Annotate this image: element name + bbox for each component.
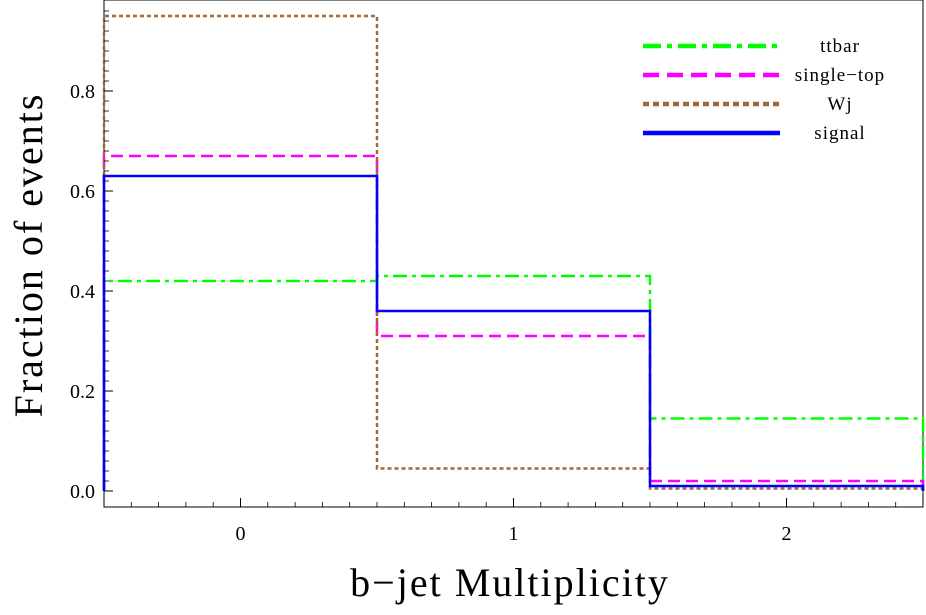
x-tick-label: 0	[236, 523, 246, 545]
x-axis-title: b−jet Multiplicity	[350, 560, 670, 605]
legend-label-wj: Wj	[827, 94, 852, 115]
y-tick-label: 0.6	[70, 181, 95, 203]
series-line-wj	[102, 14, 925, 491]
y-axis-title: Fraction of events	[6, 93, 51, 418]
x-tick-label: 1	[509, 523, 519, 545]
legend-label-single-top: single−top	[795, 65, 885, 86]
legend-item-ttbar: ttbar	[643, 36, 860, 57]
legend-label-signal: signal	[814, 123, 865, 144]
series-line-signal	[102, 174, 925, 491]
legend-item-wj: Wj	[643, 94, 852, 115]
y-tick-label: 0.0	[70, 481, 95, 503]
y-tick-label: 0.4	[70, 281, 95, 303]
series-line-ttbar	[102, 274, 925, 491]
y-tick-label: 0.2	[70, 381, 95, 403]
ticks-layer: 0 1 2 0.0 0.2 0.4 0.6 0.8	[70, 10, 924, 545]
y-tick-label: 0.8	[70, 81, 95, 103]
legend-item-single-top: single−top	[643, 65, 885, 86]
series-layer	[102, 14, 925, 491]
series-line-single-top	[102, 154, 925, 491]
x-tick-label: 2	[782, 523, 792, 545]
legend: ttbar single−top Wj signal	[643, 36, 885, 144]
legend-label-ttbar: ttbar	[820, 36, 860, 57]
legend-item-signal: signal	[643, 123, 865, 144]
